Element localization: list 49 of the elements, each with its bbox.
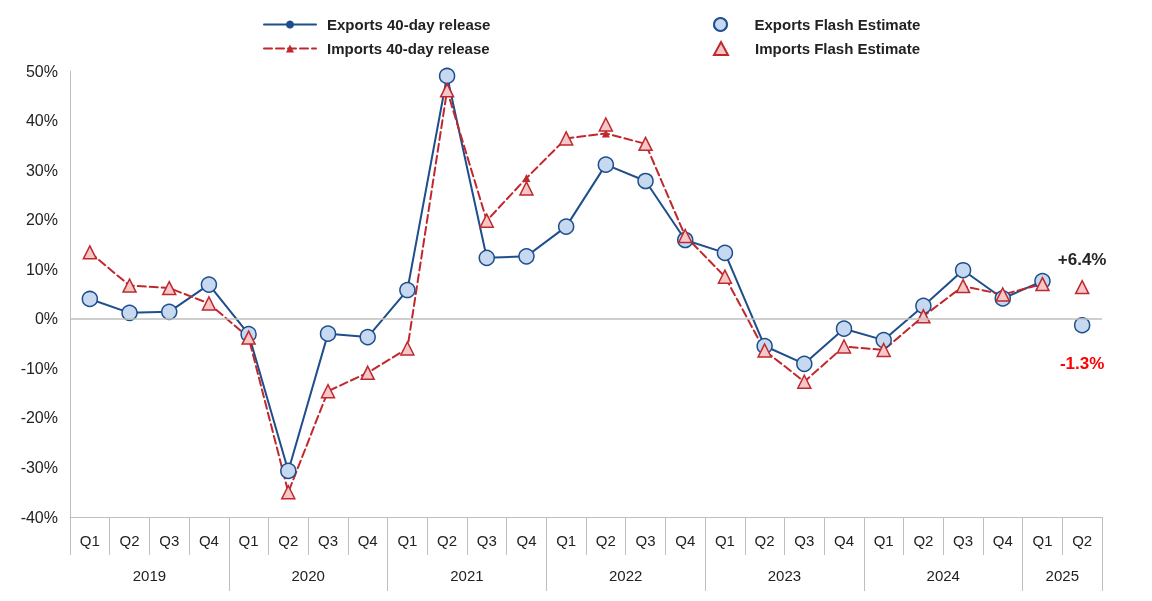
x-tick-label: Q2 <box>595 532 616 549</box>
x-tick-label: Q1 <box>714 532 735 549</box>
x-tick-label: Q2 <box>913 532 934 549</box>
y-tick-label: 0% <box>34 310 58 328</box>
x-tick-label: Q1 <box>79 532 100 549</box>
x-tick-label: Q2 <box>278 532 299 549</box>
y-tick-label: -20% <box>20 409 58 427</box>
y-tick-label: 50% <box>25 62 58 80</box>
text: 2021 <box>450 566 484 584</box>
x-tick-label: Q4 <box>833 532 855 549</box>
annotation: +6.4% <box>1057 249 1107 269</box>
legend-label: Exports 40-day release <box>327 16 491 33</box>
x-tick-label: Q1 <box>397 532 418 549</box>
x-tick-label: Q1 <box>873 532 894 549</box>
x-tick-label: Q3 <box>476 532 497 549</box>
x-tick-label: Q4 <box>992 532 1013 549</box>
text: 2025 <box>1045 566 1079 584</box>
text: 2024 <box>926 566 960 584</box>
x-tick-label: Q1 <box>556 532 577 549</box>
x-tick-label: Q3 <box>635 532 656 549</box>
text: 2019 <box>132 566 167 584</box>
legend-label: Imports Flash Estimate <box>755 40 921 57</box>
y-tick-label: -10% <box>20 359 58 377</box>
y-tick-label: -40% <box>20 508 58 526</box>
text: 2022 <box>609 566 643 584</box>
x-tick-label: Q1 <box>1032 532 1053 549</box>
y-tick-label: 10% <box>25 260 58 278</box>
x-tick-label: Q4 <box>198 532 219 549</box>
y-tick-label: 20% <box>25 211 58 229</box>
text: 2020 <box>291 566 325 584</box>
x-tick-label: Q2 <box>754 532 775 549</box>
text: 2023 <box>767 566 802 584</box>
x-tick-label: Q3 <box>317 532 339 549</box>
x-tick-label: Q2 <box>119 532 140 549</box>
legend-label: Imports 40-day release <box>327 40 490 57</box>
y-tick-label: -30% <box>20 458 58 476</box>
x-tick-label: Q3 <box>159 532 180 549</box>
x-tick-label: Q1 <box>238 532 259 549</box>
y-tick-label: 40% <box>25 112 58 130</box>
y-tick-label: 30% <box>25 161 58 179</box>
x-tick-label: Q4 <box>516 532 537 549</box>
annotation: -1.3% <box>1059 353 1105 373</box>
x-tick-label: Q3 <box>794 532 815 549</box>
x-tick-label: Q3 <box>953 532 974 549</box>
x-tick-label: Q2 <box>437 532 458 549</box>
x-tick-label: Q4 <box>675 532 696 549</box>
legend-label: Exports Flash Estimate <box>754 16 921 33</box>
x-tick-label: Q2 <box>1072 532 1093 549</box>
x-tick-label: Q4 <box>357 532 378 549</box>
